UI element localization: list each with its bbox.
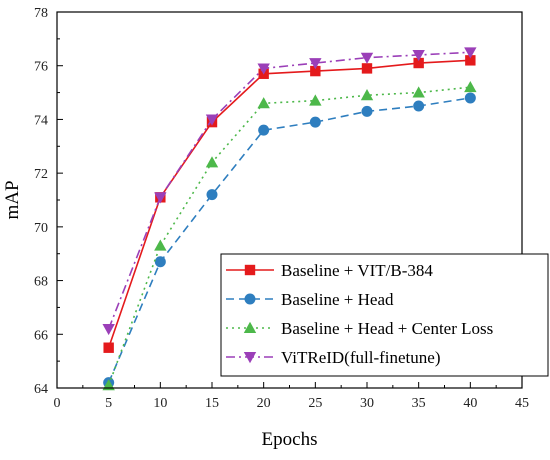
data-point	[103, 342, 114, 353]
x-tick-label: 40	[463, 396, 477, 411]
legend-label: Baseline + VIT/B-384	[281, 261, 433, 280]
data-point	[309, 94, 322, 106]
legend-box	[220, 253, 549, 377]
series-3	[102, 81, 477, 391]
data-point	[413, 57, 424, 69]
data-point	[257, 63, 270, 75]
x-tick-label: 0	[54, 396, 61, 411]
legend-item: Baseline + Head	[226, 290, 394, 309]
legend-label: ViTReID(full-finetune)	[281, 348, 440, 367]
y-axis-label: mAP	[2, 180, 23, 219]
x-tick-label: 20	[257, 396, 271, 411]
data-point	[205, 114, 219, 126]
data-point	[464, 92, 476, 104]
y-tick-label: 64	[34, 382, 48, 397]
series-line	[107, 97, 471, 383]
y-tick-label: 70	[34, 221, 48, 236]
data-point	[360, 52, 374, 64]
y-tick-label: 74	[34, 113, 48, 128]
plot-frame	[56, 11, 523, 389]
legend-item: Baseline + VIT/B-384	[226, 261, 433, 280]
x-tick-label: 35	[412, 396, 426, 411]
x-tick-label: 10	[153, 396, 167, 411]
y-tick-label: 68	[34, 275, 48, 290]
legend-marker	[244, 264, 256, 276]
legend-item: ViTReID(full-finetune)	[226, 348, 440, 367]
x-tick-label: 15	[205, 396, 219, 411]
data-point	[258, 124, 270, 136]
legend-item: Baseline + Head + Center Loss	[226, 319, 493, 338]
x-tick-label: 25	[308, 396, 322, 411]
data-point	[413, 100, 425, 112]
data-point	[412, 50, 425, 62]
data-point	[102, 323, 115, 336]
series-layer	[102, 47, 477, 391]
y-tick-label: 78	[34, 6, 48, 21]
data-point	[465, 55, 476, 66]
data-point	[205, 156, 219, 168]
data-point	[361, 105, 373, 117]
legend-label: Baseline + Head + Center Loss	[281, 319, 493, 338]
data-point	[154, 192, 167, 204]
data-point	[361, 63, 373, 74]
legend: Baseline + VIT/B-384 Baseline + Head Basel…	[220, 253, 549, 377]
legend-marker	[243, 352, 257, 364]
tick-labels: 0 5 10 15 20 25 30 35 40 45 64 66 68 70 72 74 76 78	[34, 6, 529, 411]
data-point	[309, 116, 321, 128]
legend-label: Baseline + Head	[281, 290, 394, 309]
y-tick-label: 76	[34, 60, 48, 75]
x-tick-label: 30	[360, 396, 374, 411]
x-axis-label: Epochs	[262, 429, 318, 450]
x-tick-label: 5	[105, 396, 112, 411]
data-point	[464, 47, 477, 59]
data-point	[464, 81, 477, 93]
y-tick-label: 72	[34, 167, 48, 182]
series-4	[102, 47, 477, 336]
data-point	[412, 86, 425, 98]
x-tick-label: 45	[515, 396, 529, 411]
data-point	[309, 58, 322, 70]
data-point	[154, 239, 167, 251]
data-point	[154, 256, 166, 268]
y-tick-label: 66	[34, 328, 48, 343]
data-point	[360, 89, 374, 101]
series-2	[103, 92, 476, 389]
series-line	[107, 51, 471, 330]
data-point	[310, 65, 321, 77]
legend-marker	[244, 293, 256, 305]
data-point	[257, 97, 270, 109]
legend-marker	[243, 321, 257, 333]
data-point	[206, 189, 218, 201]
